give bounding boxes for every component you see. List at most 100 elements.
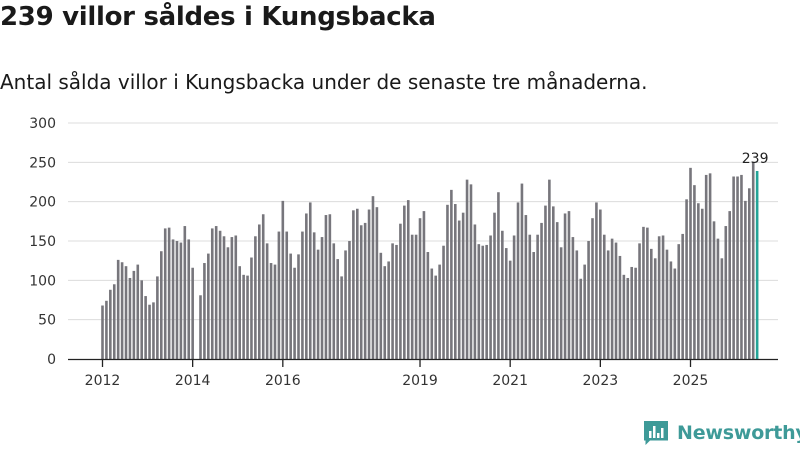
bar	[540, 222, 543, 359]
bar	[524, 215, 528, 359]
bar	[171, 239, 175, 359]
bar	[226, 247, 230, 359]
bar	[465, 179, 469, 359]
bar	[406, 200, 410, 359]
bar	[258, 224, 261, 359]
bar	[587, 241, 590, 359]
bar	[595, 202, 598, 359]
bar	[312, 232, 316, 359]
bar	[332, 243, 336, 359]
bar	[414, 234, 418, 359]
bar	[140, 280, 143, 359]
y-tick-label: 50	[38, 313, 56, 329]
bar	[399, 223, 402, 359]
x-tick-label: 2023	[583, 373, 619, 389]
bar	[148, 304, 151, 359]
bar	[528, 234, 532, 359]
bar	[116, 259, 120, 359]
bar	[434, 275, 437, 359]
x-tick-label: 2016	[265, 373, 301, 389]
bar	[112, 284, 116, 359]
bar	[261, 214, 265, 359]
bar	[375, 207, 379, 359]
bar	[614, 242, 618, 359]
bar	[485, 244, 488, 359]
bar	[544, 205, 547, 359]
bar	[144, 296, 147, 359]
bar	[234, 235, 238, 359]
bar	[344, 250, 347, 359]
bar	[328, 214, 332, 359]
bar	[250, 257, 253, 359]
bar	[677, 244, 681, 359]
bar	[238, 266, 241, 359]
bar	[199, 295, 202, 359]
bar	[473, 224, 477, 359]
bar	[751, 162, 755, 359]
bar	[163, 228, 167, 359]
bar	[552, 206, 555, 359]
bar	[583, 264, 586, 359]
bar	[689, 167, 692, 359]
bar	[222, 236, 226, 359]
bar	[363, 222, 367, 359]
bar	[520, 183, 524, 359]
bar	[650, 248, 653, 359]
bar	[391, 243, 394, 359]
bar	[308, 202, 312, 359]
highlight-value-label: 239	[742, 151, 769, 167]
bar	[152, 302, 155, 359]
y-tick-label: 250	[29, 155, 56, 171]
bar	[504, 248, 508, 359]
bar	[665, 249, 669, 359]
bar	[352, 210, 355, 359]
bar	[124, 266, 128, 359]
bar	[281, 200, 285, 359]
bar	[700, 208, 704, 359]
bar	[591, 218, 594, 359]
bar	[744, 200, 747, 359]
x-tick-label: 2019	[402, 373, 438, 389]
bar	[599, 209, 602, 359]
bar	[697, 203, 700, 359]
bar	[685, 199, 688, 359]
bar	[618, 255, 622, 359]
bar	[179, 242, 183, 359]
newsworthy-bar-chart-logo-icon	[644, 421, 668, 445]
bar	[508, 260, 512, 359]
bar	[187, 239, 191, 359]
newsworthy-brand[interactable]: Newsworthy	[644, 421, 800, 445]
bar	[160, 251, 163, 359]
bar	[626, 277, 630, 359]
y-tick-label: 300	[29, 116, 56, 132]
bar	[669, 261, 673, 359]
highlight-bar	[755, 170, 759, 359]
bar	[324, 215, 328, 359]
bar	[136, 264, 140, 359]
bar	[630, 266, 633, 359]
bar	[383, 266, 387, 359]
bar	[732, 176, 735, 359]
bar	[340, 276, 343, 359]
bar	[461, 212, 465, 359]
bar	[704, 174, 708, 359]
bar	[207, 253, 210, 359]
bar	[657, 236, 661, 359]
bar	[634, 267, 637, 359]
bar	[273, 264, 277, 359]
bar	[748, 188, 751, 359]
bar	[736, 176, 739, 359]
bar	[214, 226, 218, 359]
chart-subtitle: Antal sålda villor i Kungsbacka under de…	[0, 70, 648, 94]
bar	[606, 250, 610, 359]
bar	[469, 184, 473, 359]
bar	[728, 211, 731, 359]
bar	[477, 244, 481, 359]
bar	[536, 234, 539, 359]
bar	[422, 211, 426, 359]
y-tick-label: 100	[29, 273, 56, 289]
bar	[602, 234, 606, 359]
x-tick-label: 2014	[175, 373, 211, 389]
bar	[446, 204, 449, 359]
